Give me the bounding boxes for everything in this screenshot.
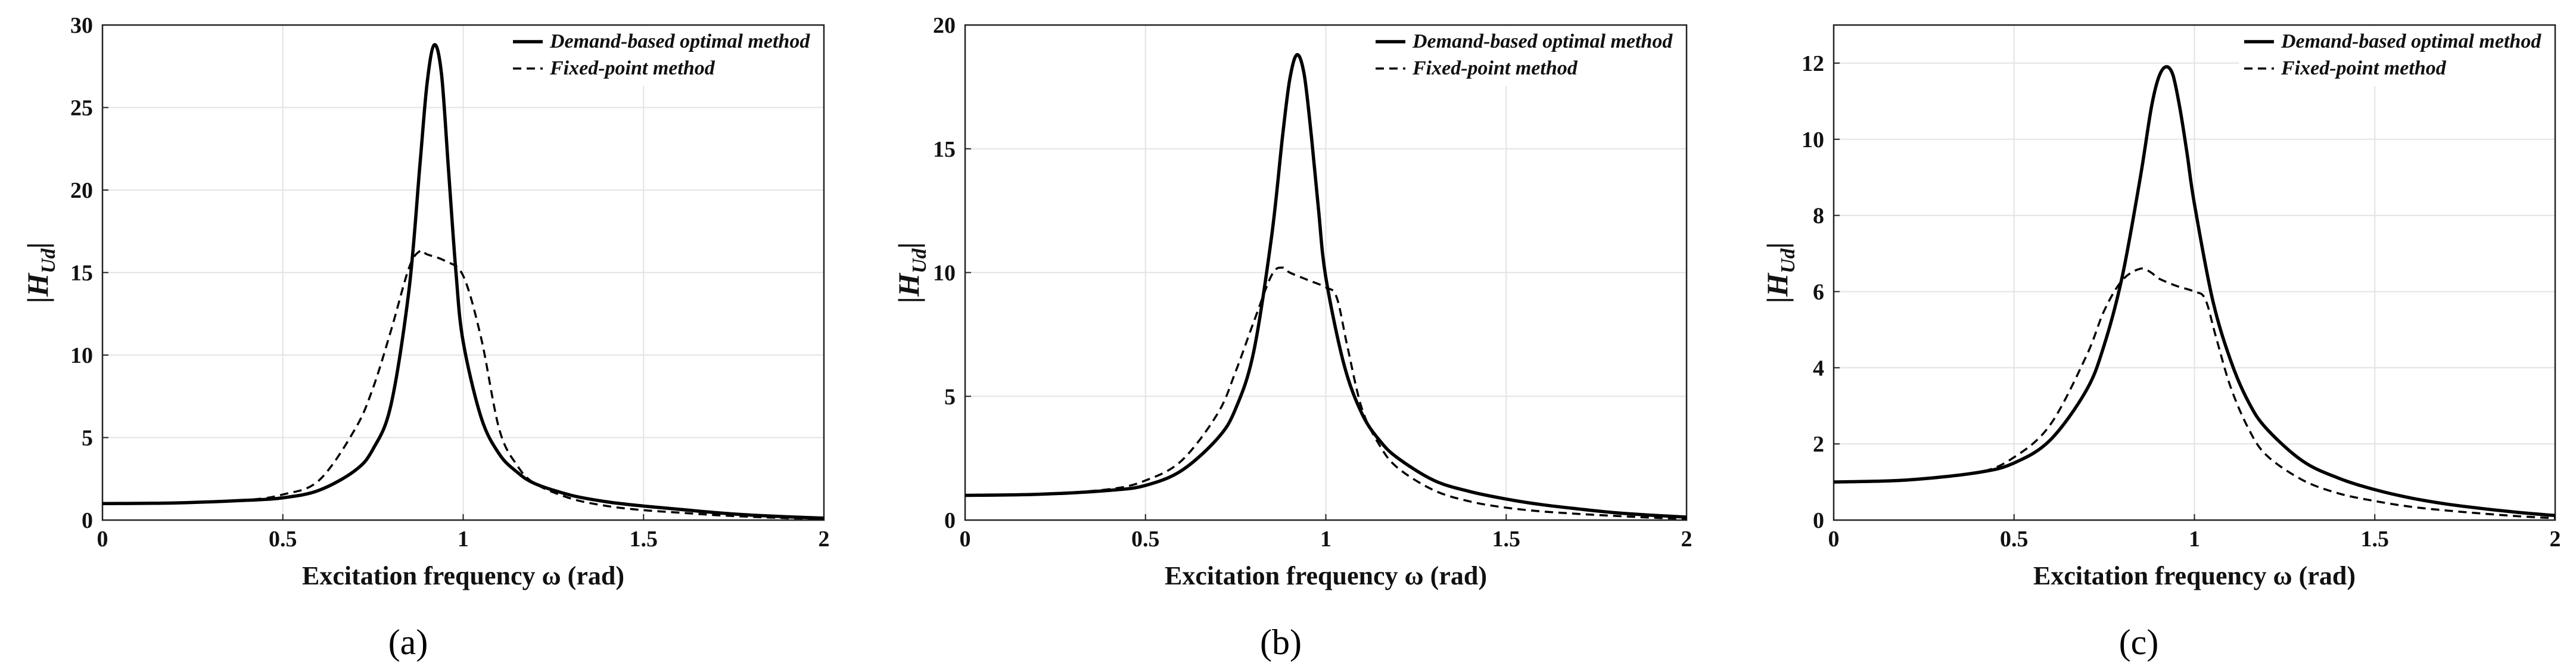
y-axis-label: |HUd| <box>892 242 931 303</box>
x-tick-label: 0.5 <box>269 527 297 552</box>
y-tick-label: 6 <box>1813 279 1824 304</box>
x-tick-label: 0 <box>97 527 108 552</box>
x-tick-label: 1.5 <box>2361 527 2390 552</box>
legend-entry: Fixed-point method <box>2281 57 2447 79</box>
y-tick-label: 10 <box>933 261 956 286</box>
y-tick-label: 0 <box>82 508 93 533</box>
x-tick-label: 1 <box>2189 527 2200 552</box>
y-axis-label: |HUd| <box>21 242 60 303</box>
legend-box <box>1370 26 1686 86</box>
x-tick-label: 2 <box>819 527 830 552</box>
y-tick-label: 0 <box>1813 508 1824 533</box>
y-tick-label: 0 <box>944 508 956 533</box>
series-line-fixed-point <box>102 249 825 520</box>
x-axis-label: Excitation frequency ω (rad) <box>302 561 624 590</box>
x-tick-label: 0.5 <box>1131 527 1160 552</box>
y-tick-label: 5 <box>82 426 93 451</box>
x-tick-label: 2 <box>1681 527 1693 552</box>
series-line-fixed-point <box>1833 267 2556 519</box>
y-tick-label: 2 <box>1813 432 1824 457</box>
x-tick-label: 1.5 <box>630 527 658 552</box>
series-line-demand-based <box>965 53 1687 519</box>
y-tick-label: 10 <box>70 343 93 368</box>
y-axis-label-end: | <box>21 242 54 248</box>
y-tick-label: 15 <box>70 261 93 286</box>
series-line-demand-based <box>1833 65 2556 518</box>
x-tick-label: 0.5 <box>2000 527 2029 552</box>
y-axis-label-main: |H <box>892 272 925 303</box>
legend-box <box>2239 26 2555 86</box>
x-tick-label: 0 <box>1828 527 1840 552</box>
legend-entry: Demand-based optimal method <box>549 30 810 52</box>
legend-entry: Fixed-point method <box>1412 57 1578 79</box>
x-axis-label: Excitation frequency ω (rad) <box>1165 561 1487 590</box>
legend-entry: Fixed-point method <box>549 57 715 79</box>
x-tick-label: 1 <box>458 527 469 552</box>
panel-label: (a) <box>388 623 428 662</box>
panel-label: (b) <box>1260 623 1302 662</box>
y-tick-label: 8 <box>1813 204 1824 229</box>
series-line-demand-based <box>102 43 825 520</box>
y-axis-label-main: |H <box>21 272 54 303</box>
x-tick-label: 1.5 <box>1492 527 1521 552</box>
y-axis-label-end: | <box>1760 242 1794 248</box>
x-tick-label: 2 <box>2550 527 2561 552</box>
y-axis-label: |HUd| <box>1760 242 1799 303</box>
y-axis-label-main: |H <box>1760 272 1794 303</box>
y-tick-label: 15 <box>933 137 956 162</box>
y-tick-label: 10 <box>1802 127 1824 153</box>
y-axis-label-subscript: Ud <box>909 248 931 273</box>
y-axis-label-end: | <box>892 242 925 248</box>
y-axis-label-subscript: Ud <box>38 248 60 273</box>
y-tick-label: 4 <box>1813 356 1824 381</box>
y-tick-label: 30 <box>70 13 93 38</box>
x-tick-label: 0 <box>960 527 971 552</box>
y-tick-label: 20 <box>933 13 956 38</box>
chart-panel-c: 0 0.5 1 1.5 2 0 2 4 6 8 10 12 Demand-based optimal m… <box>1760 24 2561 662</box>
panel-label: (c) <box>2119 623 2159 662</box>
y-tick-label: 20 <box>70 178 93 203</box>
series-line-fixed-point <box>965 266 1687 520</box>
legend-entry: Demand-based optimal method <box>2281 30 2541 52</box>
x-tick-label: 1 <box>1320 527 1331 552</box>
y-tick-label: 5 <box>944 384 956 409</box>
legend-box <box>508 26 823 86</box>
x-axis-label: Excitation frequency ω (rad) <box>2033 561 2356 590</box>
y-axis-label-subscript: Ud <box>1777 248 1799 273</box>
y-tick-label: 25 <box>70 96 93 121</box>
y-tick-label: 12 <box>1802 51 1824 76</box>
legend-entry: Demand-based optimal method <box>1412 30 1673 52</box>
